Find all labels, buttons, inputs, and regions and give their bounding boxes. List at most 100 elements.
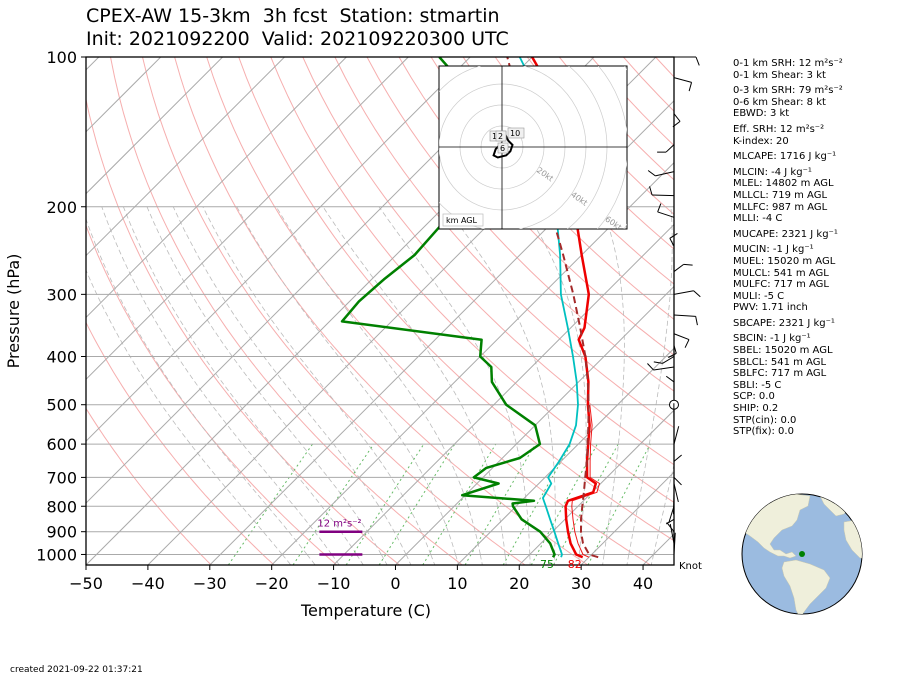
moist-adiabat <box>628 206 673 555</box>
wind-barb <box>669 238 675 247</box>
mixing-ratio-line <box>227 443 314 565</box>
index-line: MLCIN: -4 J kg⁻¹ <box>733 166 812 178</box>
wind-barb <box>673 483 679 503</box>
wind-barb <box>673 477 682 486</box>
x-tick-label: −20 <box>255 574 289 593</box>
plot-frame <box>85 56 675 566</box>
index-line: Eff. SRH: 12 m²s⁻² <box>733 123 825 135</box>
wind-barb <box>652 194 675 197</box>
wind-barb <box>657 211 675 218</box>
index-line: MULFC: 717 m AGL <box>733 279 829 291</box>
dry-adiabat <box>86 97 400 565</box>
wind-barb <box>673 333 690 341</box>
index-line: MUCIN: -1 J kg⁻¹ <box>733 244 814 256</box>
y-tick-label: 100 <box>46 48 77 67</box>
wind-barb <box>673 77 692 83</box>
moist-adiabat <box>275 206 481 555</box>
temperature-line <box>531 57 598 559</box>
hodograph-height-label: 6 <box>500 144 505 153</box>
moist-adiabat <box>504 554 507 565</box>
surface-dewpoint-label: 75 <box>540 558 554 571</box>
y-tick-label: 300 <box>46 285 77 304</box>
moist-adiabat <box>378 206 531 555</box>
y-tick-label: 500 <box>46 396 77 415</box>
dry-adiabat <box>334 57 674 429</box>
moist-adiabat <box>445 206 556 555</box>
srh-label: 12 m²s⁻² <box>317 519 361 530</box>
isotherm <box>518 409 674 565</box>
wind-barb <box>665 375 675 383</box>
wind-barb <box>653 366 675 371</box>
moist-adiabat <box>430 554 436 565</box>
wind-barb-flag <box>668 352 677 358</box>
isotherm <box>86 57 471 442</box>
wind-barb <box>673 290 694 295</box>
y-tick-label: 900 <box>46 523 77 542</box>
moist-adiabat <box>123 206 357 555</box>
moist-adiabat <box>380 554 388 565</box>
index-line: SBLCL: 541 m AGL <box>733 356 827 368</box>
hodograph-height-box <box>497 142 509 154</box>
moist-adiabat <box>601 206 625 555</box>
wind-barb <box>673 263 684 272</box>
chart-title-line2: Init: 2021092200 Valid: 202109220300 UTC <box>86 28 509 50</box>
index-line: MLLCL: 719 m AGL <box>733 189 828 201</box>
y-tick-label: 200 <box>46 198 77 217</box>
wind-barb-flag <box>683 263 693 266</box>
wind-barb-flag <box>672 120 681 128</box>
mixing-ratio-line <box>464 443 536 565</box>
isotherm <box>86 57 162 133</box>
moist-adiabat <box>86 218 308 555</box>
moist-adiabat <box>602 554 605 565</box>
hodograph-trace <box>492 131 514 159</box>
hodograph-height-label: 10 <box>510 129 520 138</box>
isotherm <box>395 285 674 565</box>
moist-adiabat <box>281 554 292 565</box>
mixing-ratio-line <box>292 443 375 565</box>
dry-adiabat <box>302 57 674 466</box>
wind-barb-flag <box>695 56 700 66</box>
y-tick-label: 700 <box>46 468 77 487</box>
moist-adiabat <box>455 554 459 565</box>
wind-barbs <box>647 56 701 555</box>
wind-barb-flag <box>649 186 653 196</box>
wind-barb-flag <box>647 170 656 177</box>
x-axis-label: Temperature (C) <box>300 601 431 620</box>
index-line: 0-1 km SRH: 12 m²s⁻² <box>733 58 843 69</box>
wind-barb <box>669 523 675 544</box>
index-line: SBCIN: -1 J kg⁻¹ <box>733 333 811 345</box>
moist-adiabat <box>331 554 340 565</box>
moist-adiabat <box>626 554 630 565</box>
isotherm <box>580 471 674 565</box>
index-line: MLLFC: 987 m AGL <box>733 201 828 213</box>
isotherm <box>86 57 223 195</box>
index-line: STP(fix): 0.0 <box>733 426 794 438</box>
wind-barb-flag <box>688 82 693 92</box>
index-line: MUCAPE: 2321 J kg⁻¹ <box>733 228 838 240</box>
index-line: MUEL: 15020 m AGL <box>733 255 836 267</box>
index-line: STP(cin): 0.0 <box>733 414 797 426</box>
isotherm <box>86 57 347 319</box>
mixing-ratio-line <box>378 443 456 565</box>
wind-barb <box>655 171 675 177</box>
wind-barb-flag <box>653 361 663 364</box>
dry-adiabat <box>86 224 338 565</box>
y-axis-label: Pressure (hPa) <box>4 254 23 369</box>
index-line: SBLI: -5 C <box>733 379 782 391</box>
wind-barb <box>673 314 696 317</box>
isotherm <box>86 57 285 257</box>
isotherm <box>209 100 674 565</box>
hodograph-frame <box>438 65 628 230</box>
station-dot <box>799 551 805 557</box>
x-tick-label: −40 <box>131 574 165 593</box>
index-line: MLCAPE: 1716 J kg⁻¹ <box>733 151 837 163</box>
dewpoint-line <box>340 57 556 558</box>
dry-adiabat <box>366 57 674 392</box>
wind-barb <box>673 113 681 122</box>
moist-adiabat <box>86 269 283 555</box>
index-line: 0-3 km SRH: 79 m²s⁻² <box>733 85 843 97</box>
y-tick-label: 600 <box>46 435 77 454</box>
indices-panel: 0-1 km SRH: 12 m²s⁻² 0-1 km Shear: 3 kt 0-… <box>733 58 843 438</box>
wind-barb <box>668 506 675 524</box>
isotherm <box>271 161 674 565</box>
